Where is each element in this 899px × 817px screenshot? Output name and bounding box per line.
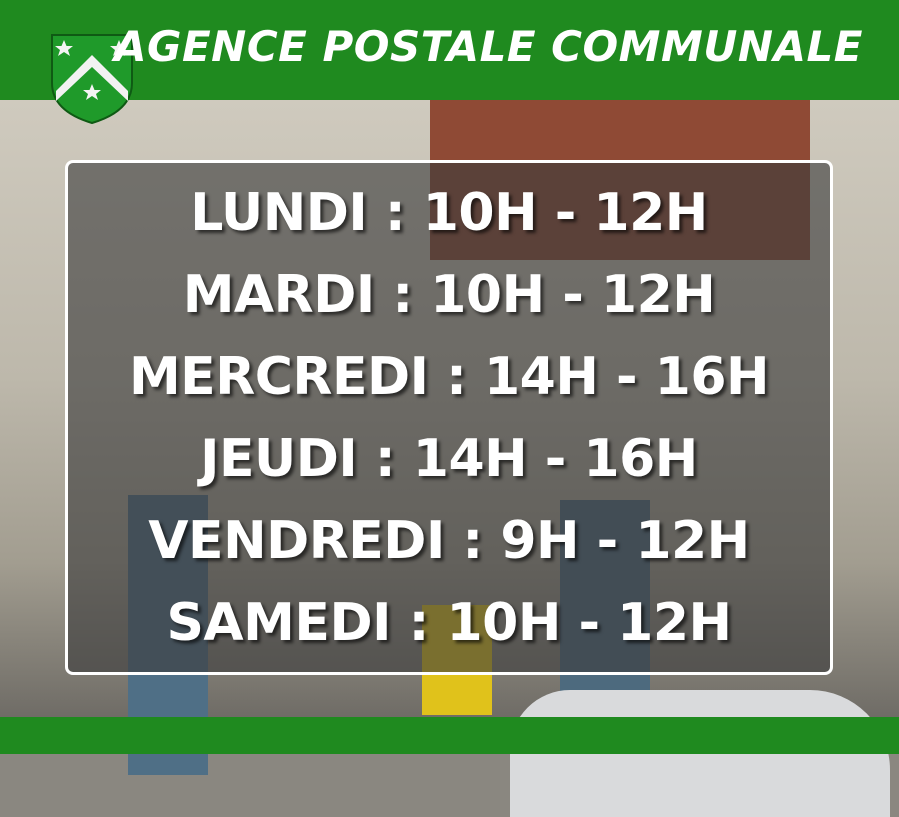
hours-tuesday: MARDI : 10H - 12H — [182, 264, 716, 325]
footer-bar — [0, 717, 899, 754]
hours-wednesday: MERCREDI : 14H - 16H — [128, 346, 770, 407]
hours-saturday: SAMEDI : 10H - 12H — [166, 592, 732, 653]
hours-panel: LUNDI : 10H - 12H MARDI : 10H - 12H MERC… — [65, 160, 833, 675]
header-bar — [0, 0, 899, 100]
page-title: AGENCE POSTALE COMMUNALE — [114, 22, 863, 71]
coat-of-arms-logo — [51, 34, 133, 125]
hours-monday: LUNDI : 10H - 12H — [190, 182, 708, 243]
hours-friday: VENDREDI : 9H - 12H — [148, 510, 750, 571]
hours-thursday: JEUDI : 14H - 16H — [200, 428, 698, 489]
